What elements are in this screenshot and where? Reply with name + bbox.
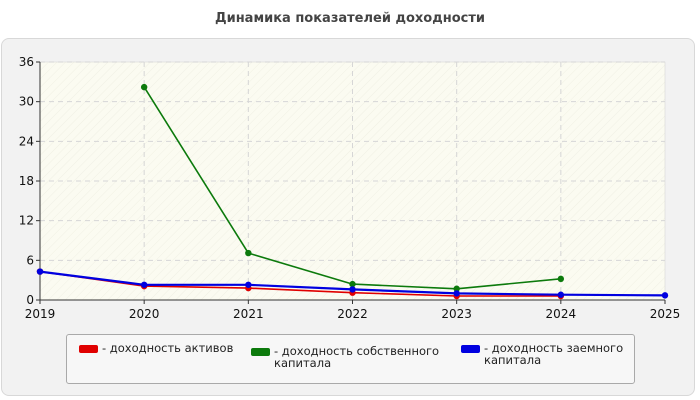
data-point-debt [453, 290, 460, 297]
x-tick-label: 2025 [650, 307, 681, 321]
data-point-equity [557, 275, 565, 283]
grid-lines [40, 61, 665, 300]
data-point-debt [140, 281, 148, 288]
data-point-equity [140, 83, 148, 91]
y-tick-label: 30 [19, 95, 34, 109]
x-tick-label: 2023 [441, 307, 472, 321]
y-tick-label: 6 [26, 253, 34, 267]
data-point-debt [245, 281, 252, 288]
legend-label-equity: - доходность собственного капитала [274, 344, 440, 370]
data-point-equity [245, 249, 252, 257]
data-point-debt [36, 268, 44, 275]
x-tick-label: 2024 [546, 307, 577, 321]
x-tick-label: 2021 [233, 307, 264, 321]
x-tick-label: 2022 [337, 307, 368, 321]
y-tick-label: 12 [19, 214, 34, 228]
data-point-equity [453, 285, 460, 292]
y-tick-label: 36 [19, 55, 34, 69]
axes [36, 61, 666, 304]
legend-swatch-assets [79, 345, 98, 353]
legend-label-debt: - доходность заемного капитала [484, 341, 624, 367]
y-tick-label: 24 [19, 134, 34, 148]
x-tick-label: 2020 [129, 307, 160, 321]
legend-label-assets: - доходность активов [102, 341, 234, 355]
y-tick-label: 0 [26, 293, 34, 307]
data-point-equity [349, 280, 356, 288]
data-point-debt [349, 286, 356, 293]
data-point-debt [557, 291, 565, 298]
legend: - доходность активов - доходность собств… [66, 334, 635, 384]
y-tick-label: 18 [19, 174, 34, 188]
x-tick-label: 2019 [25, 307, 56, 321]
legend-swatch-equity [251, 348, 270, 356]
legend-swatch-debt [461, 345, 480, 353]
tick-labels: 0 6 12 18 24 30 36 2019 2020 2021 2022 2023 2024 2025 [19, 55, 681, 321]
chart-title: Динамика показателей доходности [215, 11, 485, 26]
data-point-debt [661, 292, 669, 299]
series-layer [36, 83, 669, 300]
